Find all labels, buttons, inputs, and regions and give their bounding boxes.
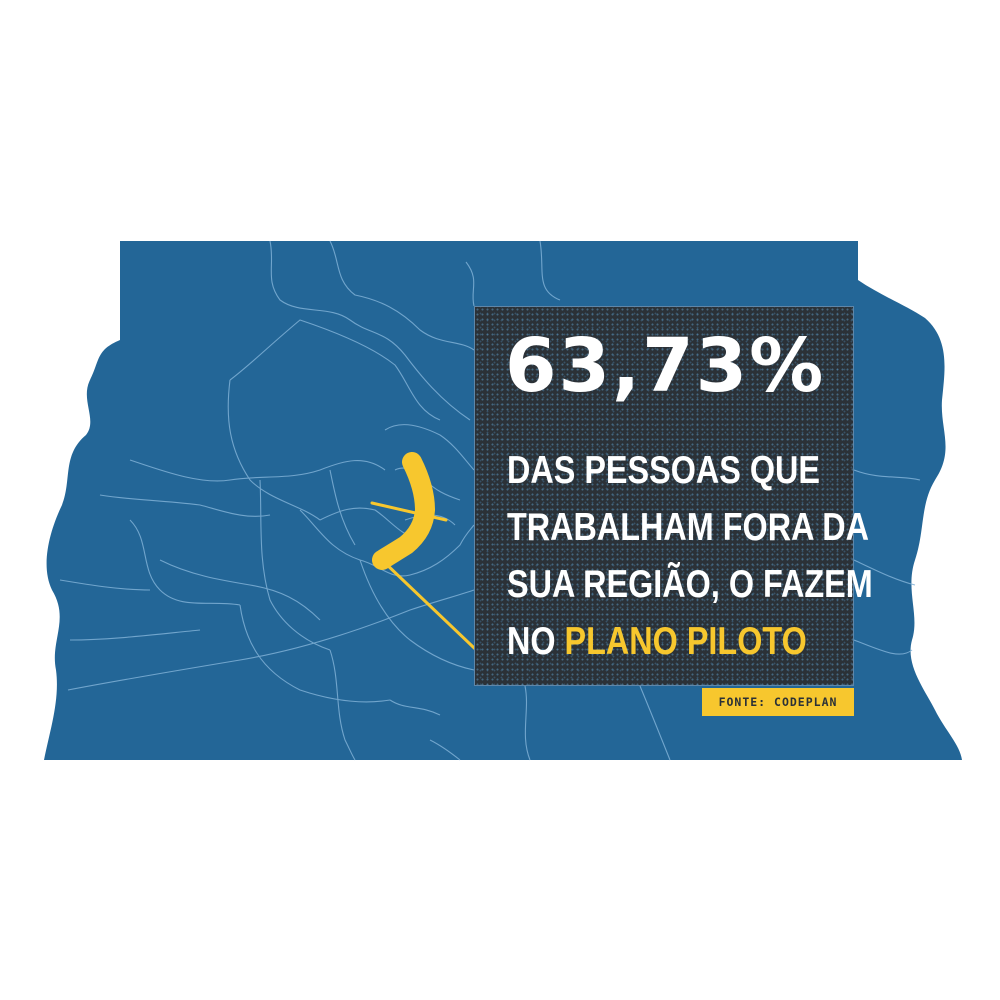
description-line-3: SUA REGIÃO, O FAZEM [507, 563, 873, 606]
percentage-value: 63,73% [505, 323, 826, 409]
description-line-1: DAS PESSOAS QUE [507, 449, 820, 492]
plano-piloto-label: PLANO PILOTO [564, 620, 807, 663]
description-line-4: NO PLANO PILOTO [507, 613, 807, 670]
description-line-2: TRABALHAM FORA DA [507, 506, 870, 549]
plano-piloto-highlight [370, 452, 448, 570]
statistic-description: DAS PESSOAS QUE TRABALHAM FORA DA SUA RE… [507, 442, 873, 670]
statistic-panel: 63,73% DAS PESSOAS QUE TRABALHAM FORA DA… [474, 306, 873, 686]
plano-piloto-wing [372, 452, 435, 570]
description-line-4-prefix: NO [507, 620, 565, 663]
source-badge: FONTE: CODEPLAN [702, 688, 854, 716]
